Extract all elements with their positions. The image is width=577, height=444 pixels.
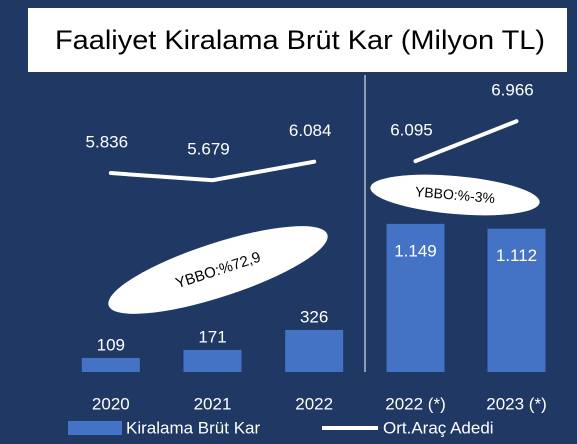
bar-value-label: 326 [300,307,328,326]
bar [81,357,140,372]
x-tick-label: 2022 (*) [385,394,445,413]
line-value-label: 6.966 [491,81,534,100]
bar-value-label: 109 [97,335,125,354]
bar [487,228,546,372]
x-tick-label: 2022 [295,394,333,413]
annotation: YBBO:%-3% [370,174,540,216]
bar [183,349,242,372]
annotation-text: YBBO:%-3% [414,183,495,206]
line-value-label: 5.679 [187,140,230,159]
title-box [28,8,567,72]
bar-value-label: 1.149 [394,241,437,260]
bar [386,223,445,372]
bar-value-label: 171 [198,327,226,346]
x-tick-label: 2020 [92,394,130,413]
legend-swatch [68,421,122,435]
x-tick-label: 2021 [194,394,232,413]
annotation: YBBO:%72,9 [108,226,328,314]
legend-label: Kiralama Brüt Kar [126,418,260,437]
legend-label: Ort.Araç Adedi [383,418,494,437]
line [108,159,317,183]
line-value-label: 5.836 [86,133,129,152]
annotation-bubble [370,174,540,216]
line-value-label: 6.095 [390,121,433,140]
annotation-bubble [108,226,328,314]
x-tick-label: 2023 (*) [486,394,546,413]
chart-title: Faaliyet Kiralama Brüt Kar (Milyon TL) [55,25,545,55]
bar-value-label: 1.112 [496,246,537,265]
line-value-label: 6.084 [289,121,332,140]
line [413,119,519,164]
bar [285,329,344,372]
